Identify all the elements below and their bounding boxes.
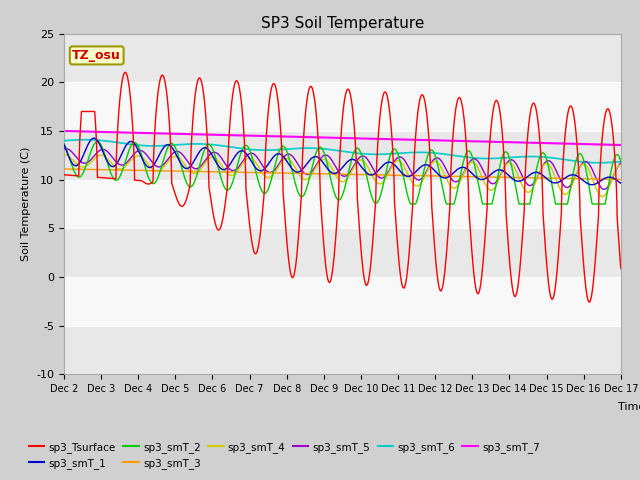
Line: sp3_smT_1: sp3_smT_1 — [64, 138, 621, 185]
sp3_smT_7 — [60, 128, 68, 134]
Line: sp3_smT_4: sp3_smT_4 — [64, 155, 621, 196]
sp3_smT_6 — [406, 150, 414, 156]
sp3_smT_2 — [617, 158, 625, 164]
sp3_smT_7 — [564, 141, 572, 146]
sp3_Tsurface — [397, 275, 404, 281]
sp3_smT_1 — [617, 180, 625, 186]
Line: sp3_smT_7: sp3_smT_7 — [64, 131, 621, 145]
sp3_smT_2 — [180, 171, 188, 177]
sp3_smT_2 — [60, 141, 68, 147]
sp3_smT_6 — [60, 138, 68, 144]
sp3_smT_6 — [617, 159, 625, 165]
sp3_smT_3 — [216, 169, 223, 175]
Title: SP3 Soil Temperature: SP3 Soil Temperature — [260, 16, 424, 31]
Y-axis label: Soil Temperature (C): Soil Temperature (C) — [20, 147, 31, 261]
sp3_smT_6 — [82, 137, 90, 143]
sp3_smT_4 — [406, 177, 414, 182]
sp3_smT_5 — [216, 153, 223, 158]
sp3_smT_7 — [216, 132, 223, 138]
sp3_smT_4 — [60, 152, 68, 157]
sp3_smT_3 — [616, 177, 624, 182]
sp3_smT_2 — [407, 201, 415, 207]
Bar — [64, 34, 621, 82]
sp3_smT_4 — [564, 190, 572, 196]
sp3_smT_3 — [617, 177, 625, 182]
Legend: sp3_Tsurface, sp3_smT_1, sp3_smT_2, sp3_smT_3, sp3_smT_4, sp3_smT_5, sp3_smT_6, : sp3_Tsurface, sp3_smT_1, sp3_smT_2, sp3_… — [25, 438, 544, 473]
sp3_smT_3 — [406, 173, 414, 179]
sp3_Tsurface — [60, 172, 68, 178]
Line: sp3_smT_2: sp3_smT_2 — [64, 142, 621, 204]
sp3_smT_3 — [60, 166, 68, 172]
Bar — [64, 131, 621, 180]
Line: sp3_Tsurface: sp3_Tsurface — [64, 72, 621, 302]
sp3_smT_1 — [60, 142, 68, 147]
sp3_smT_4 — [397, 159, 404, 165]
Bar — [64, 82, 621, 131]
sp3_smT_1 — [588, 182, 596, 188]
sp3_smT_6 — [564, 157, 572, 163]
sp3_Tsurface — [180, 203, 188, 208]
sp3_smT_1 — [406, 173, 414, 179]
X-axis label: Time: Time — [618, 402, 640, 412]
sp3_smT_5 — [397, 154, 404, 160]
sp3_smT_6 — [617, 159, 625, 165]
sp3_Tsurface — [406, 232, 414, 238]
sp3_smT_4 — [598, 193, 606, 199]
sp3_smT_7 — [179, 131, 187, 137]
Bar — [64, 277, 621, 326]
sp3_smT_5 — [564, 184, 572, 190]
sp3_smT_5 — [60, 146, 68, 152]
sp3_smT_2 — [617, 158, 625, 164]
sp3_Tsurface — [564, 109, 572, 115]
Text: TZ_osu: TZ_osu — [72, 49, 121, 62]
sp3_smT_3 — [397, 172, 404, 178]
sp3_smT_2 — [397, 161, 404, 167]
sp3_smT_6 — [397, 150, 404, 156]
sp3_smT_4 — [216, 160, 223, 166]
sp3_smT_2 — [216, 170, 223, 176]
sp3_smT_3 — [564, 176, 572, 181]
Line: sp3_smT_6: sp3_smT_6 — [64, 140, 621, 163]
sp3_smT_7 — [397, 137, 404, 143]
sp3_smT_3 — [179, 168, 187, 174]
sp3_smT_4 — [617, 162, 625, 168]
sp3_Tsurface — [122, 70, 129, 75]
sp3_smT_1 — [617, 180, 625, 186]
sp3_smT_2 — [93, 139, 101, 144]
Line: sp3_smT_5: sp3_smT_5 — [64, 148, 621, 189]
sp3_smT_5 — [62, 145, 70, 151]
Bar — [64, 180, 621, 228]
sp3_smT_6 — [216, 143, 223, 148]
sp3_Tsurface — [216, 227, 223, 232]
sp3_smT_4 — [179, 160, 187, 166]
Bar — [64, 326, 621, 374]
sp3_smT_5 — [600, 186, 608, 192]
sp3_smT_1 — [564, 173, 572, 179]
sp3_smT_4 — [617, 162, 625, 168]
sp3_smT_6 — [595, 160, 603, 166]
sp3_smT_5 — [406, 168, 414, 174]
sp3_smT_5 — [180, 153, 188, 158]
sp3_smT_7 — [616, 142, 624, 148]
sp3_Tsurface — [586, 299, 593, 305]
sp3_smT_5 — [617, 160, 625, 166]
sp3_smT_1 — [90, 135, 98, 141]
sp3_smT_6 — [180, 142, 188, 147]
sp3_Tsurface — [617, 264, 625, 269]
sp3_smT_2 — [406, 201, 414, 207]
Line: sp3_smT_3: sp3_smT_3 — [64, 169, 621, 180]
sp3_smT_2 — [564, 198, 572, 204]
sp3_smT_5 — [617, 160, 625, 166]
sp3_smT_1 — [216, 165, 223, 170]
Bar — [64, 228, 621, 277]
sp3_smT_7 — [406, 137, 414, 143]
sp3_Tsurface — [617, 265, 625, 271]
sp3_smT_7 — [617, 142, 625, 148]
sp3_smT_1 — [397, 169, 404, 175]
sp3_smT_1 — [180, 164, 188, 170]
